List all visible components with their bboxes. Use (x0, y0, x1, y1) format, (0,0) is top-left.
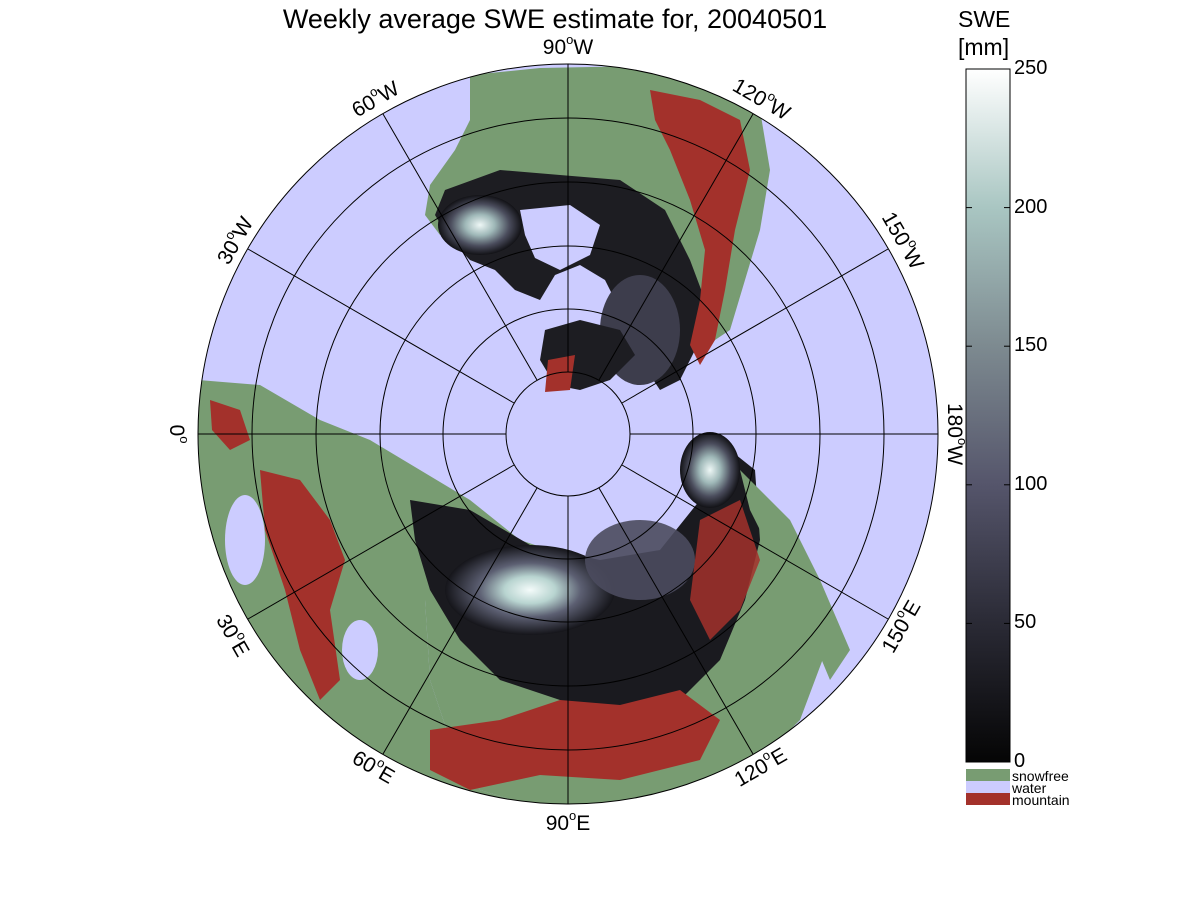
baltic-sea (225, 495, 265, 585)
caspian-sea (342, 620, 378, 680)
colorbar (965, 68, 1011, 763)
rocky-mountains (650, 90, 750, 365)
colorbar-tick-label: 50 (1014, 611, 1037, 634)
colorbar-tick-label: 100 (1014, 472, 1048, 495)
meridian-label: 90oW (543, 32, 594, 59)
legend-swatch-water (966, 781, 1010, 793)
colorbar-tick-label: 200 (1014, 195, 1048, 218)
scandinavian-mountains (260, 470, 345, 700)
colorbar-tick-label: 150 (1014, 334, 1048, 357)
asia-mountains (430, 690, 720, 790)
legend-swatch-snowfree (966, 769, 1010, 781)
legend-label-water: water (1012, 780, 1047, 796)
colorbar-label-line1: SWE (958, 6, 1011, 32)
colorbar-label-line2: [mm] (958, 34, 1010, 60)
legend-swatch-mountain (966, 793, 1010, 805)
legend-label-mountain: mountain (1012, 792, 1070, 808)
colorbar-ticks (966, 68, 1010, 763)
meridian-label: 90oE (546, 808, 591, 835)
graticule (198, 64, 938, 804)
north-america-deep-snow (438, 195, 522, 255)
map-border (197, 63, 939, 805)
greenland-mountain (545, 355, 575, 392)
europe-mountains (210, 400, 250, 450)
land-layer (198, 66, 850, 804)
colorbar-tick-label: 250 (1014, 57, 1048, 79)
meridian-label: 180oW (943, 403, 970, 465)
far-east-land (740, 470, 850, 680)
siberia-deep-snow (445, 545, 615, 635)
legend-label-snowfree: snowfree (1012, 768, 1069, 784)
meridian-label: 0o (165, 425, 192, 444)
map-title: Weekly average SWE estimate for, 2004050… (282, 4, 828, 34)
siberia-mid-snow (585, 520, 695, 600)
hudson-bay (520, 205, 600, 270)
colorbar-tick-label: 0 (1014, 750, 1026, 772)
east-siberia-snow (680, 432, 740, 508)
